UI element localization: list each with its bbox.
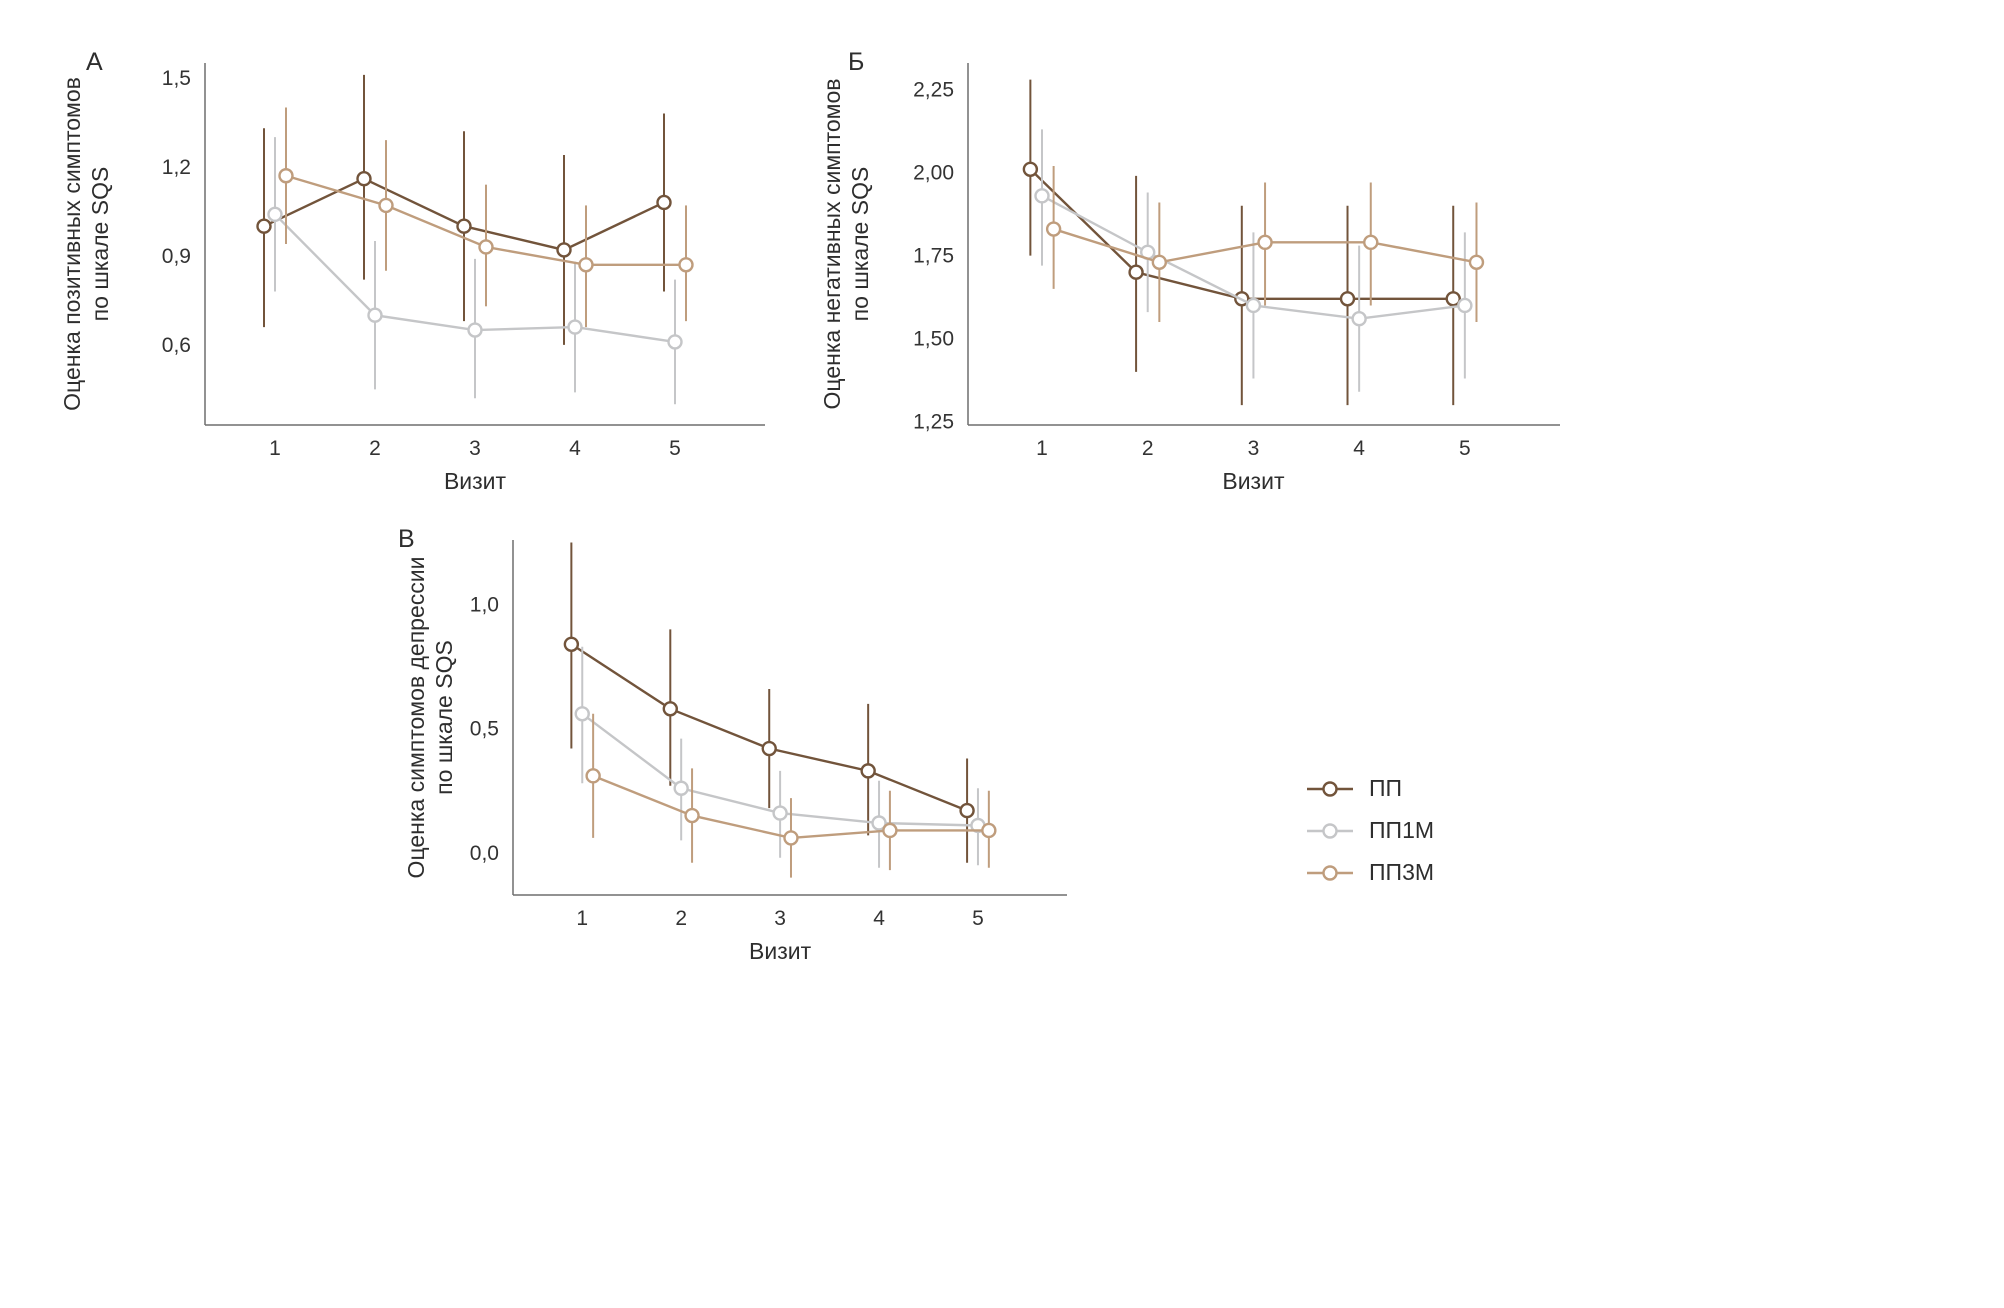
y-tick-label: 0,6 bbox=[162, 334, 191, 357]
x-tick-label: 5 bbox=[1459, 437, 1471, 460]
data-point-marker bbox=[1351, 311, 1367, 327]
data-point-marker bbox=[981, 822, 997, 839]
data-point-marker bbox=[656, 194, 672, 211]
data-point-marker bbox=[256, 218, 272, 234]
data-point-marker bbox=[556, 242, 572, 258]
legend-label: ПП3М bbox=[1369, 859, 1435, 885]
legend-key-marker bbox=[1322, 864, 1338, 881]
data-point-marker bbox=[684, 807, 700, 824]
data-point-marker bbox=[567, 319, 583, 335]
data-point-marker bbox=[585, 768, 601, 784]
data-point-marker bbox=[1151, 254, 1168, 270]
x-tick-label: 2 bbox=[1142, 437, 1154, 460]
legend-key-marker bbox=[1322, 780, 1338, 797]
y-tick-label: 0,5 bbox=[470, 718, 499, 741]
y-axis-title-line: по шкале SQS bbox=[87, 167, 113, 322]
x-tick-label: 4 bbox=[873, 907, 885, 930]
data-point-marker bbox=[574, 706, 590, 722]
panel-label: А bbox=[86, 48, 103, 76]
x-tick-label: 2 bbox=[369, 437, 381, 460]
data-point-marker bbox=[1128, 264, 1144, 280]
data-point-marker bbox=[478, 239, 494, 255]
legend-key-marker bbox=[1322, 822, 1338, 839]
y-tick-label: 1,5 bbox=[162, 67, 191, 90]
x-tick-label: 2 bbox=[675, 907, 687, 930]
legend-item: ПП3М bbox=[1303, 856, 1434, 889]
data-point-marker bbox=[860, 763, 876, 779]
y-axis-title-line: по шкале SQS bbox=[431, 640, 457, 795]
data-point-marker bbox=[678, 257, 694, 273]
data-point-marker bbox=[1257, 234, 1273, 251]
data-point-marker bbox=[783, 830, 799, 846]
data-point-marker bbox=[378, 197, 394, 214]
y-tick-label: 2,00 bbox=[913, 162, 954, 185]
data-point-marker bbox=[1245, 297, 1262, 314]
data-point-marker bbox=[1457, 297, 1473, 314]
data-point-marker bbox=[467, 322, 483, 338]
panel-label: В bbox=[398, 525, 415, 553]
x-tick-label: 1 bbox=[576, 907, 588, 930]
y-tick-label: 2,25 bbox=[913, 79, 954, 102]
y-tick-label: 1,50 bbox=[913, 328, 954, 351]
data-point-marker bbox=[662, 701, 678, 717]
y-axis-title-line: Оценка симптомов депрессии bbox=[403, 557, 429, 879]
data-point-marker bbox=[1468, 254, 1485, 270]
data-point-marker bbox=[1445, 291, 1461, 307]
y-tick-label: 1,25 bbox=[913, 411, 954, 434]
y-tick-label: 1,75 bbox=[913, 245, 954, 268]
data-point-marker bbox=[563, 636, 580, 652]
x-tick-label: 4 bbox=[1353, 437, 1365, 460]
chart-panel-negative-symptoms: Б 1,25 1,50 1,75 2,00 2,25 1 2 3 4 5 Визит Оценка не… bbox=[822, 48, 1560, 494]
data-point-marker bbox=[673, 780, 689, 796]
legend-key-icon bbox=[1307, 822, 1353, 839]
y-tick-label: 0,9 bbox=[162, 245, 191, 268]
x-tick-label: 3 bbox=[1248, 437, 1260, 460]
data-point-marker bbox=[1034, 188, 1050, 204]
legend-label: ПП bbox=[1369, 775, 1403, 801]
legend: ПП ПП1М ПП3М bbox=[1303, 772, 1434, 889]
data-point-marker bbox=[367, 307, 383, 323]
data-point-marker bbox=[456, 218, 472, 234]
data-point-marker bbox=[1045, 221, 1062, 237]
data-point-marker bbox=[1339, 291, 1356, 307]
x-tick-label: 1 bbox=[1036, 437, 1048, 460]
x-tick-label: 1 bbox=[269, 437, 281, 460]
data-point-marker bbox=[356, 171, 372, 187]
legend-item: ПП1М bbox=[1303, 814, 1434, 847]
y-tick-label: 1,2 bbox=[162, 156, 191, 179]
y-axis-title-line: Оценка негативных симптомов bbox=[822, 79, 845, 410]
data-point-marker bbox=[871, 815, 887, 831]
legend-key-icon bbox=[1307, 864, 1353, 881]
x-axis-title: Визит bbox=[1222, 468, 1285, 494]
data-point-marker bbox=[578, 257, 594, 273]
data-point-marker bbox=[267, 206, 283, 223]
x-tick-label: 3 bbox=[469, 437, 481, 460]
data-point-marker bbox=[772, 805, 788, 821]
y-axis-title-line: по шкале SQS bbox=[847, 167, 873, 322]
data-point-marker bbox=[959, 802, 975, 819]
data-point-marker bbox=[1022, 161, 1039, 177]
legend-label: ПП1М bbox=[1369, 817, 1435, 843]
data-point-marker bbox=[1363, 234, 1379, 251]
chart-panel-depression-symptoms: В 0,0 0,5 1,0 1 2 3 4 5 Визит Оценка симптомов деп… bbox=[398, 525, 1067, 964]
data-point-marker bbox=[882, 822, 898, 839]
data-point-marker bbox=[667, 334, 683, 350]
legend-key-icon bbox=[1307, 780, 1353, 797]
panel-label: Б bbox=[848, 48, 864, 76]
y-axis-title-line: Оценка позитивных симптомов bbox=[60, 77, 85, 411]
data-point-marker bbox=[278, 168, 294, 184]
x-tick-label: 3 bbox=[774, 907, 786, 930]
legend-item: ПП bbox=[1303, 772, 1434, 805]
x-axis-title: Визит bbox=[444, 468, 507, 494]
x-axis-title: Визит bbox=[749, 938, 812, 964]
data-point-marker bbox=[761, 740, 777, 757]
y-tick-label: 1,0 bbox=[470, 594, 499, 617]
x-tick-label: 4 bbox=[569, 437, 581, 460]
y-tick-label: 0,0 bbox=[470, 842, 499, 865]
x-tick-label: 5 bbox=[972, 907, 984, 930]
chart-panel-positive-symptoms: А 0,6 0,9 1,2 1,5 1 2 3 4 5 Визит Оценка позитивных… bbox=[60, 48, 765, 494]
x-tick-label: 5 bbox=[669, 437, 681, 460]
